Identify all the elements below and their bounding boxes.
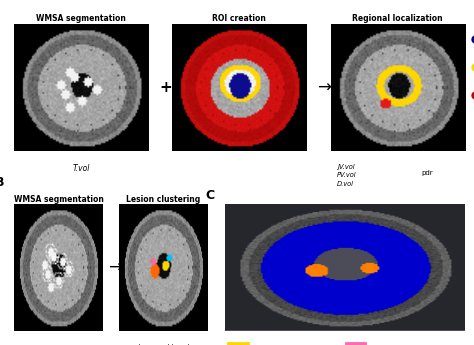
Bar [225, 331, 465, 345]
Text: le.no and le.vol: le.no and le.vol [138, 344, 189, 345]
Title: WMSA segmentation: WMSA segmentation [14, 195, 103, 204]
Text: T.vol: T.vol [73, 164, 90, 173]
Text: →: → [317, 79, 331, 97]
Text: JV.vol
PV.vol
D.vol: JV.vol PV.vol D.vol [337, 164, 357, 187]
Bar [345, 342, 366, 345]
Text: pdr: pdr [422, 170, 433, 176]
Title: WMSA segmentation: WMSA segmentation [36, 14, 126, 23]
Text: B: B [0, 176, 4, 189]
Title: ROI creation: ROI creation [212, 14, 266, 23]
Bar [228, 342, 249, 345]
Text: →: → [108, 259, 121, 277]
Text: C: C [206, 189, 215, 202]
Title: Lesion clustering: Lesion clustering [126, 195, 201, 204]
Title: Regional localization: Regional localization [352, 14, 443, 23]
Text: +: + [159, 80, 172, 95]
